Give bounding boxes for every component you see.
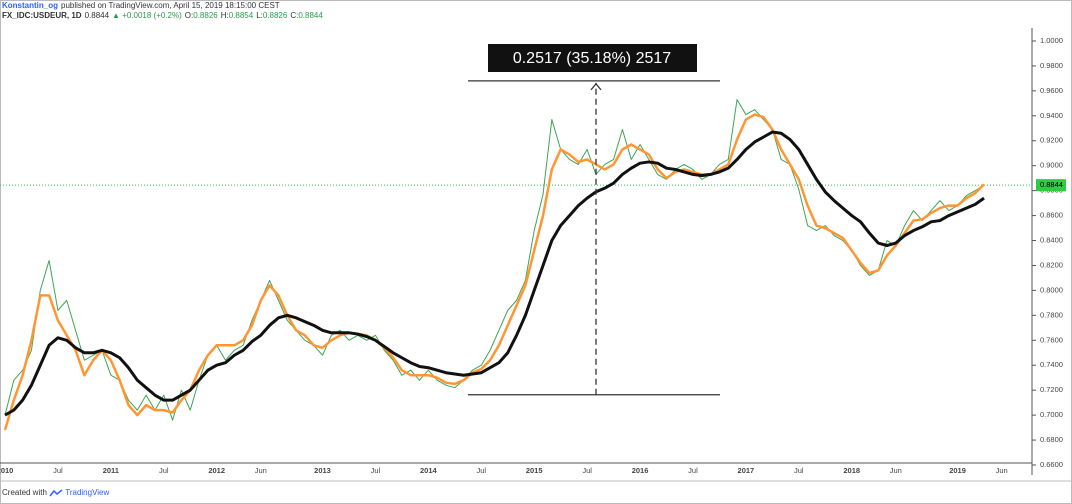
- y-tick-label: 0.8600: [1040, 211, 1063, 220]
- x-tick-label: Jul: [159, 466, 169, 475]
- x-tick-label: Jul: [371, 466, 381, 475]
- series-line: [4, 99, 985, 421]
- header: Konstantin_og published on TradingView.co…: [2, 1, 326, 21]
- x-tick-label: 2014: [420, 466, 438, 475]
- last-price-tag: [1036, 179, 1066, 192]
- y-tick-label: 1.0000: [1040, 36, 1063, 45]
- y-tick-label: 0.6800: [1040, 435, 1063, 444]
- ohlc-label: H:: [220, 11, 229, 20]
- y-tick-label: 0.7600: [1040, 335, 1063, 344]
- footer-prefix: Created with: [2, 488, 47, 497]
- y-tick-label: 0.7200: [1040, 385, 1063, 394]
- x-tick-label: 2017: [738, 466, 755, 475]
- y-tick-label: 0.7000: [1040, 410, 1063, 419]
- x-tick-label: Jul: [794, 466, 804, 475]
- x-tick-label: 2011: [103, 466, 119, 475]
- measure-arrow: [590, 82, 602, 91]
- ohlc-value: 0.8854: [228, 11, 254, 20]
- symbol[interactable]: FX_IDC:USDEUR, 1D: [2, 11, 82, 20]
- last-price: 0.8844: [84, 11, 110, 20]
- series-line: [3, 113, 985, 431]
- y-tick-label: 0.9600: [1040, 86, 1063, 95]
- ohlc-value: 0.8826: [193, 11, 218, 20]
- y-tick-label: 0.8200: [1040, 260, 1063, 269]
- x-tick-label: 2010: [0, 466, 13, 475]
- y-tick-label: 0.9000: [1040, 161, 1063, 170]
- y-tick-label: 0.6600: [1040, 460, 1063, 469]
- last-price-label: 0.8844: [1040, 180, 1063, 189]
- ohlc-label: C:: [290, 11, 299, 20]
- measure-box: [488, 44, 697, 72]
- x-tick-label: Jun: [890, 466, 902, 475]
- ohlc-label: O:: [184, 11, 194, 20]
- plot: [0, 99, 1032, 431]
- header-line: FX_IDC:USDEUR, 1D 0.8844 ▲ +0.0018 (+0.2%)…: [2, 11, 326, 21]
- x-tick-label: 2018: [843, 466, 860, 475]
- logo: [49, 489, 63, 497]
- x-tick-label: 2013: [314, 466, 331, 475]
- x-tick-label: Jun: [996, 466, 1008, 475]
- y-tick-label: 0.9400: [1040, 111, 1063, 120]
- footer: Created with TradingView: [2, 488, 109, 497]
- y-tick-label: 0.7800: [1040, 310, 1063, 319]
- x-tick-label: Jul: [53, 466, 63, 475]
- x-tick-label: 2012: [208, 466, 225, 475]
- change: ▲ +0.0018 (+0.2%): [112, 11, 182, 20]
- ohlc-value: 0.8826: [262, 11, 288, 20]
- footer-brand[interactable]: TradingView: [65, 488, 110, 497]
- author[interactable]: Konstantin_og: [2, 1, 58, 10]
- x-tick-label: Jul: [476, 466, 486, 475]
- ohlc-label: L:: [256, 11, 263, 20]
- x-tick-label: Jul: [688, 466, 698, 475]
- y-tick-label: 0.7400: [1040, 360, 1063, 369]
- x-tick-label: 2019: [949, 466, 966, 475]
- y-tick-label: 0.9200: [1040, 136, 1063, 145]
- header-line: Konstantin_og published on TradingView.co…: [2, 1, 326, 11]
- y-tick-label: 0.8400: [1040, 236, 1063, 245]
- x-tick-label: Jun: [255, 466, 267, 475]
- x-tick-label: 2015: [526, 466, 543, 475]
- x-tick-label: 2016: [632, 466, 649, 475]
- published: published on TradingView.com, April 15, …: [61, 1, 280, 10]
- y-tick-label: 0.8000: [1040, 285, 1063, 294]
- series-line: [4, 130, 985, 417]
- x-tick-label: Jul: [582, 466, 592, 475]
- ohlc-value: 0.8844: [298, 11, 323, 20]
- y-tick-label: 0.9800: [1040, 61, 1063, 70]
- measure-label: 0.2517 (35.18%) 2517: [513, 50, 671, 67]
